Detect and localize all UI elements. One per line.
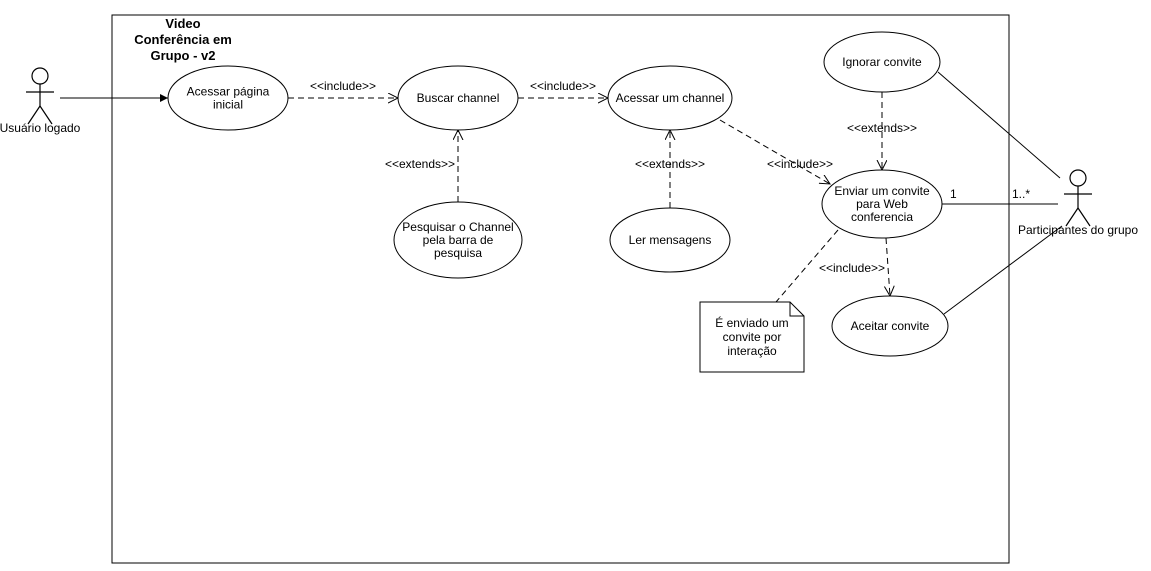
note-label: convite por <box>723 330 782 344</box>
usecase-label: Ler mensagens <box>629 233 712 247</box>
uc-ignore: Ignorar convite <box>824 32 940 92</box>
relation-label: <<include>> <box>819 261 885 275</box>
relation-label: <<extends>> <box>385 157 455 171</box>
uc-home: Acessar páginainicial <box>168 66 288 130</box>
uc-read: Ler mensagens <box>610 208 730 272</box>
note-invite: É enviado umconvite porinteração <box>700 302 804 372</box>
uc-access: Acessar um channel <box>608 66 732 130</box>
uc-accept: Aceitar convite <box>832 296 948 356</box>
actor-label: Participantes do grupo <box>1018 223 1138 237</box>
actor-label: Usuário logado <box>0 121 81 135</box>
note-label: interação <box>727 344 777 358</box>
usecase-label: pesquisa <box>434 246 482 260</box>
diagram-title: Conferência em <box>134 32 232 47</box>
diagram-title: Video <box>165 16 200 31</box>
relation-label: <<include>> <box>530 79 596 93</box>
usecase-label: inicial <box>213 98 243 112</box>
diagram-title: Grupo - v2 <box>150 48 215 63</box>
relation-label: <<extends>> <box>635 157 705 171</box>
note-label: É enviado um <box>715 315 788 330</box>
relation-label: <<include>> <box>310 79 376 93</box>
usecase-label: Aceitar convite <box>851 319 930 333</box>
uc-invite: Enviar um convitepara Webconferencia <box>822 170 942 238</box>
usecase-label: Enviar um convite <box>834 184 930 198</box>
uc-searchbar: Pesquisar o Channelpela barra depesquisa <box>394 202 522 278</box>
usecase-label: para Web <box>856 197 908 211</box>
usecase-label: pela barra de <box>423 233 494 247</box>
usecase-label: Pesquisar o Channel <box>402 220 513 234</box>
uc-search: Buscar channel <box>398 66 518 130</box>
usecase-label: conferencia <box>851 210 913 224</box>
relation-label: <<extends>> <box>847 121 917 135</box>
usecase-label: Acessar página <box>187 85 270 99</box>
usecase-label: Acessar um channel <box>616 91 725 105</box>
usecase-label: Buscar channel <box>417 91 500 105</box>
svg-text:1: 1 <box>950 187 957 201</box>
svg-text:1..*: 1..* <box>1012 187 1030 201</box>
usecase-label: Ignorar convite <box>842 55 922 69</box>
relation-label: <<include>> <box>767 157 833 171</box>
